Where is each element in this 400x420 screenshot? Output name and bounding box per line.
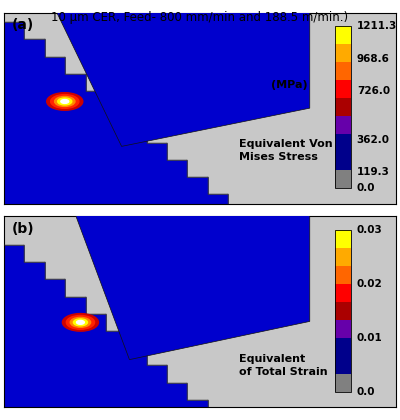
Bar [335,171,351,189]
Polygon shape [4,245,249,420]
Bar [335,44,351,62]
Text: 0.0: 0.0 [357,184,375,194]
Text: Equivalent
of Total Strain: Equivalent of Total Strain [239,354,328,377]
Polygon shape [74,213,310,360]
Text: Equivalent Von
Mises Stress: Equivalent Von Mises Stress [239,139,333,162]
Bar [335,230,351,248]
Text: 0.01: 0.01 [357,333,382,343]
Text: (MPa): (MPa) [270,80,307,90]
Polygon shape [4,22,228,211]
Bar [335,134,351,152]
Bar [335,152,351,171]
Bar [335,116,351,134]
Bar [335,80,351,98]
Text: (a): (a) [12,18,34,32]
Text: 726.0: 726.0 [357,86,390,96]
Text: 0.03: 0.03 [357,225,382,235]
Text: 10 μm CER, Feed- 800 mm/min and 188.5 m/min.): 10 μm CER, Feed- 800 mm/min and 188.5 m/… [52,10,348,24]
Circle shape [66,315,94,329]
Bar [335,62,351,80]
Circle shape [62,314,98,331]
Circle shape [61,100,69,103]
Bar [335,248,351,266]
Text: 0.0: 0.0 [357,387,375,397]
Circle shape [58,98,72,105]
Bar [335,26,351,44]
Circle shape [76,320,84,324]
Bar [335,320,351,338]
Text: (b): (b) [12,222,34,236]
Circle shape [51,94,79,108]
Bar [335,374,351,392]
Circle shape [54,97,75,106]
Polygon shape [55,9,310,146]
Bar [335,230,351,392]
Bar [335,26,351,189]
Text: 362.0: 362.0 [357,135,390,145]
Bar [335,98,351,116]
Bar [335,284,351,302]
Circle shape [47,93,83,110]
Text: 0.02: 0.02 [357,279,382,289]
Bar [335,356,351,374]
Text: 968.6: 968.6 [357,53,390,63]
Bar [335,266,351,284]
Text: 119.3: 119.3 [357,168,390,177]
Bar [335,338,351,356]
Text: 1211.3: 1211.3 [357,21,397,31]
Circle shape [70,318,91,327]
Circle shape [73,319,88,326]
Bar [335,302,351,320]
